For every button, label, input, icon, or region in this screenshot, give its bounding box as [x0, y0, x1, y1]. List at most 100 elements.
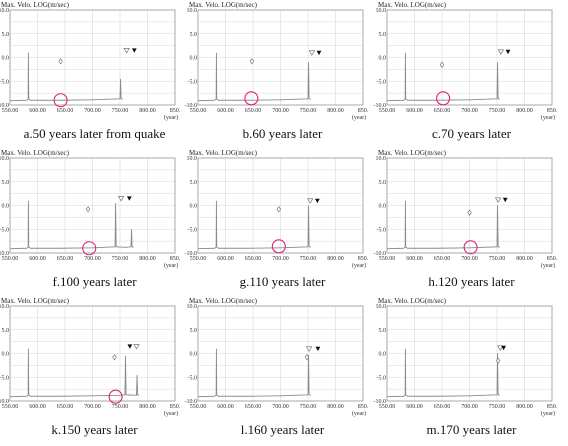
diamond-marker	[58, 58, 63, 65]
x-tick-label: 650.00	[434, 404, 451, 410]
x-tick-label: 750.00	[489, 108, 506, 114]
chart-panel: Max. Velo. LOG(m/sec)10.0 5.0 0.0 -5.0 -10.0…	[185, 0, 377, 149]
open-triangle-marker	[306, 198, 314, 204]
x-tick-label: 550.00	[379, 108, 396, 114]
x-tick-label: 800.00	[516, 256, 533, 262]
panel-caption: l.160 years later	[240, 422, 325, 437]
highlight-circle	[463, 240, 478, 255]
open-triangle-marker	[497, 49, 505, 55]
x-tick-label: 750.00	[300, 108, 317, 114]
x-tick-label: 750.00	[112, 256, 129, 262]
x-axis-unit: (year)	[541, 262, 555, 269]
open-triangle-marker	[123, 48, 130, 54]
x-tick-label: 700.00	[84, 108, 101, 114]
x-tick-label: 550.00	[190, 108, 207, 114]
x-tick-label: 650.00	[57, 256, 74, 262]
velocity-series-line	[386, 52, 500, 102]
chart-svg: Max. Velo. LOG(m/sec)10.0 5.0 0.0 -5.0 -10.0…	[0, 297, 181, 417]
x-tick-label: 650.00	[434, 256, 451, 262]
y-tick-label: -5.0	[0, 375, 9, 381]
x-tick-label: 700.00	[272, 256, 289, 262]
x-tick-label: 650.00	[245, 256, 262, 262]
y-tick-label: -10.0	[185, 399, 198, 405]
y-axis-label: Max. Velo. LOG(m/sec)	[1, 297, 70, 305]
panel-caption: a.50 years later from quake	[23, 126, 166, 141]
plot-frame	[386, 305, 553, 402]
y-tick-label: 10.0	[376, 304, 387, 310]
x-tick-label: 850.	[170, 256, 181, 262]
x-tick-label: 700.00	[461, 108, 478, 114]
diamond-marker	[249, 58, 255, 65]
y-tick-label: 10.0	[0, 304, 9, 310]
x-tick-label: 850.	[170, 108, 181, 114]
x-tick-label: 550.00	[379, 404, 396, 410]
velocity-series-line	[9, 200, 134, 250]
open-triangle-marker	[497, 345, 504, 351]
highlight-circle	[108, 389, 123, 404]
chart-panel: Max. Velo. LOG(m/sec)10.0 5.0 0.0 -5.0 -10.0…	[185, 296, 377, 445]
x-tick-label: 750.00	[489, 256, 506, 262]
filled-triangle-marker	[316, 50, 322, 56]
plot-frame	[9, 9, 176, 106]
highlight-circle	[436, 91, 451, 106]
y-tick-label: 5.0	[2, 32, 10, 38]
x-tick-label: 800.00	[327, 404, 344, 410]
velocity-series-line	[197, 200, 311, 250]
y-tick-label: 5.0	[379, 180, 387, 186]
x-tick-label: 800.00	[516, 404, 533, 410]
x-tick-label: 800.00	[516, 108, 533, 114]
x-tick-label: 650.00	[434, 108, 451, 114]
y-tick-label: 10.0	[187, 156, 198, 162]
x-tick-label: 600.00	[406, 108, 423, 114]
y-axis-label: Max. Velo. LOG(m/sec)	[378, 1, 447, 9]
y-axis-label: Max. Velo. LOG(m/sec)	[378, 297, 447, 305]
filled-triangle-marker	[127, 344, 133, 349]
y-tick-label: -5.0	[0, 227, 9, 233]
y-tick-label: -10.0	[185, 251, 198, 257]
diamond-marker	[276, 206, 282, 213]
y-tick-label: 0.0	[190, 352, 198, 358]
plot-frame	[197, 9, 364, 106]
y-tick-label: 5.0	[190, 32, 198, 38]
y-tick-label: 0.0	[2, 352, 10, 358]
y-tick-label: 10.0	[187, 304, 198, 310]
x-tick-label: 850.	[547, 108, 558, 114]
x-axis-unit: (year)	[541, 410, 555, 417]
x-axis-unit: (year)	[541, 114, 555, 121]
x-tick-label: 550.00	[379, 256, 396, 262]
y-axis-label: Max. Velo. LOG(m/sec)	[189, 297, 258, 305]
y-tick-label: 5.0	[190, 180, 198, 186]
x-tick-label: 550.00	[190, 256, 207, 262]
velocity-series-line	[9, 52, 123, 102]
y-tick-label: 5.0	[2, 180, 10, 186]
y-axis-label: Max. Velo. LOG(m/sec)	[1, 1, 70, 9]
y-tick-label: -10.0	[0, 251, 9, 257]
velocity-series-line	[386, 348, 500, 398]
x-tick-label: 600.00	[29, 404, 46, 410]
x-axis-unit: (year)	[164, 262, 178, 269]
open-triangle-marker	[117, 196, 125, 202]
plot-frame	[9, 157, 176, 254]
x-tick-label: 800.00	[139, 108, 156, 114]
velocity-series-line	[386, 200, 500, 250]
x-tick-label: 700.00	[272, 108, 289, 114]
y-tick-label: -5.0	[0, 79, 9, 85]
y-tick-label: 5.0	[190, 328, 198, 334]
x-tick-label: 700.00	[84, 256, 101, 262]
x-tick-label: 750.00	[489, 404, 506, 410]
filled-triangle-marker	[502, 197, 508, 203]
y-tick-label: -10.0	[0, 399, 9, 405]
x-tick-label: 650.00	[57, 404, 74, 410]
plot-frame	[9, 305, 176, 402]
chart-svg: Max. Velo. LOG(m/sec)10.0 5.0 0.0 -5.0 -10.0…	[185, 297, 369, 417]
y-tick-label: 0.0	[379, 204, 387, 210]
x-tick-label: 650.00	[245, 404, 262, 410]
velocity-series-line	[197, 52, 311, 102]
panel-caption: m.170 years later	[426, 422, 517, 437]
y-tick-label: 10.0	[0, 8, 9, 14]
chart-panel: Max. Velo. LOG(m/sec)10.0 5.0 0.0 -5.0 -10.0…	[374, 148, 566, 297]
y-tick-label: -5.0	[188, 375, 198, 381]
x-tick-label: 550.00	[2, 404, 19, 410]
x-tick-label: 850.	[358, 404, 369, 410]
x-tick-label: 650.00	[57, 108, 74, 114]
